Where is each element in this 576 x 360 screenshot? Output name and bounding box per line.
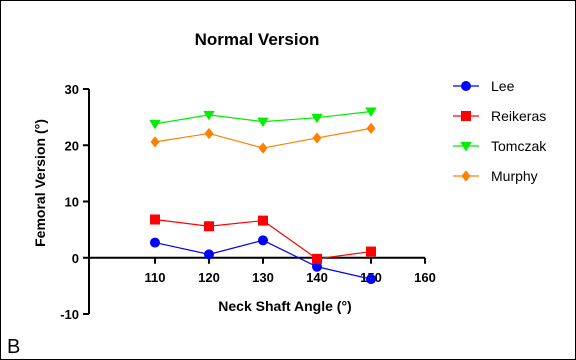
- y-tick-label: -10: [60, 307, 79, 322]
- legend-item-murphy: Murphy: [453, 168, 538, 184]
- data-point-tomczak: [311, 113, 323, 124]
- chart-title: Normal Version: [195, 30, 320, 49]
- data-point-lee: [312, 261, 322, 272]
- y-axis-title: Femoral Version (°): [32, 119, 48, 247]
- data-point-tomczak: [257, 117, 269, 128]
- legend-label-lee: Lee: [491, 78, 515, 94]
- y-axis: -10 0 10 20 30: [60, 82, 90, 322]
- legend-label-murphy: Murphy: [491, 168, 538, 184]
- legend-item-reikeras: Reikeras: [453, 108, 546, 124]
- data-point-murphy: [204, 127, 214, 140]
- data-point-murphy: [258, 142, 268, 154]
- legend-item-lee: Lee: [453, 78, 515, 94]
- data-point-lee: [204, 249, 214, 260]
- series-tomczak: [149, 107, 377, 130]
- data-point-lee: [258, 235, 268, 246]
- legend-marker-murphy: [461, 170, 471, 182]
- legend-marker-tomczak: [460, 142, 472, 152]
- x-axis-title: Neck Shaft Angle (°): [218, 298, 351, 314]
- legend-label-tomczak: Tomczak: [491, 138, 547, 154]
- x-tick-label: 110: [145, 270, 166, 285]
- series-reikeras: [150, 214, 376, 264]
- data-point-reikeras: [312, 253, 322, 264]
- panel-label: B: [7, 336, 20, 358]
- y-tick-label: 30: [65, 82, 79, 97]
- data-point-reikeras: [258, 215, 268, 226]
- y-tick-label: 10: [65, 195, 79, 210]
- x-tick-label: 160: [414, 270, 436, 285]
- legend-marker-lee: [461, 81, 471, 91]
- legend-label-reikeras: Reikeras: [491, 108, 546, 124]
- series-murphy: [150, 122, 376, 154]
- data-point-tomczak: [203, 110, 215, 121]
- x-tick-label: 140: [306, 270, 328, 285]
- data-point-murphy: [150, 136, 160, 148]
- legend: Lee Reikeras Tomczak Murphy: [453, 78, 547, 184]
- data-point-tomczak: [149, 119, 161, 130]
- data-point-reikeras: [150, 214, 160, 225]
- data-point-lee: [366, 274, 376, 285]
- data-point-murphy: [312, 132, 322, 144]
- data-point-murphy: [366, 122, 376, 134]
- legend-item-tomczak: Tomczak: [453, 138, 547, 154]
- data-point-reikeras: [366, 246, 376, 257]
- x-tick-label: 120: [198, 270, 220, 285]
- x-axis: 110120130140150160: [89, 256, 436, 285]
- data-point-tomczak: [365, 107, 377, 117]
- y-tick-label: 0: [72, 251, 79, 266]
- data-point-lee: [150, 237, 160, 248]
- x-tick-label: 130: [252, 270, 274, 285]
- legend-marker-reikeras: [461, 111, 471, 121]
- data-point-reikeras: [204, 221, 214, 232]
- series-layer: [149, 107, 377, 285]
- series-lee: [150, 235, 376, 285]
- y-tick-label: 20: [65, 138, 79, 153]
